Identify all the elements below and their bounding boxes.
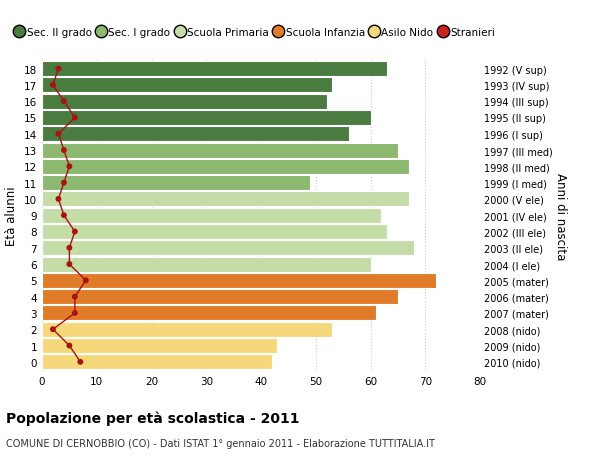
Point [70,114,80,122]
Bar [42,192,409,207]
Text: Popolazione per età scolastica - 2011: Popolazione per età scolastica - 2011 [6,411,299,425]
Point [65,342,74,349]
Point [65,163,74,171]
Bar [42,62,387,77]
Point [76,358,85,366]
Bar [42,224,387,240]
Bar [42,159,409,174]
Bar [42,78,332,93]
Y-axis label: Anni di nascita: Anni di nascita [554,172,567,259]
Bar [42,290,398,304]
Bar [42,95,327,109]
Bar [42,354,272,369]
Bar [42,241,415,256]
Point [53,131,63,138]
Point [81,277,91,285]
Point [53,196,63,203]
Point [53,66,63,73]
Bar [42,143,398,158]
Point [59,179,69,187]
Point [70,293,80,301]
Y-axis label: Età alunni: Età alunni [5,186,19,246]
Point [59,212,69,219]
Legend: Sec. II grado, Sec. I grado, Scuola Primaria, Scuola Infanzia, Asilo Nido, Stran: Sec. II grado, Sec. I grado, Scuola Prim… [12,24,498,41]
Bar [42,322,332,337]
Point [48,326,58,333]
Bar [42,176,310,190]
Bar [42,208,382,223]
Text: COMUNE DI CERNOBBIO (CO) - Dati ISTAT 1° gennaio 2011 - Elaborazione TUTTITALIA.: COMUNE DI CERNOBBIO (CO) - Dati ISTAT 1°… [6,438,435,448]
Point [59,98,69,106]
Bar [42,273,436,288]
Bar [42,338,277,353]
Bar [42,306,376,321]
Point [48,82,58,90]
Point [70,228,80,235]
Point [65,261,74,268]
Point [65,245,74,252]
Bar [42,111,371,126]
Point [59,147,69,154]
Point [70,309,80,317]
Bar [42,257,371,272]
Bar [42,127,349,142]
